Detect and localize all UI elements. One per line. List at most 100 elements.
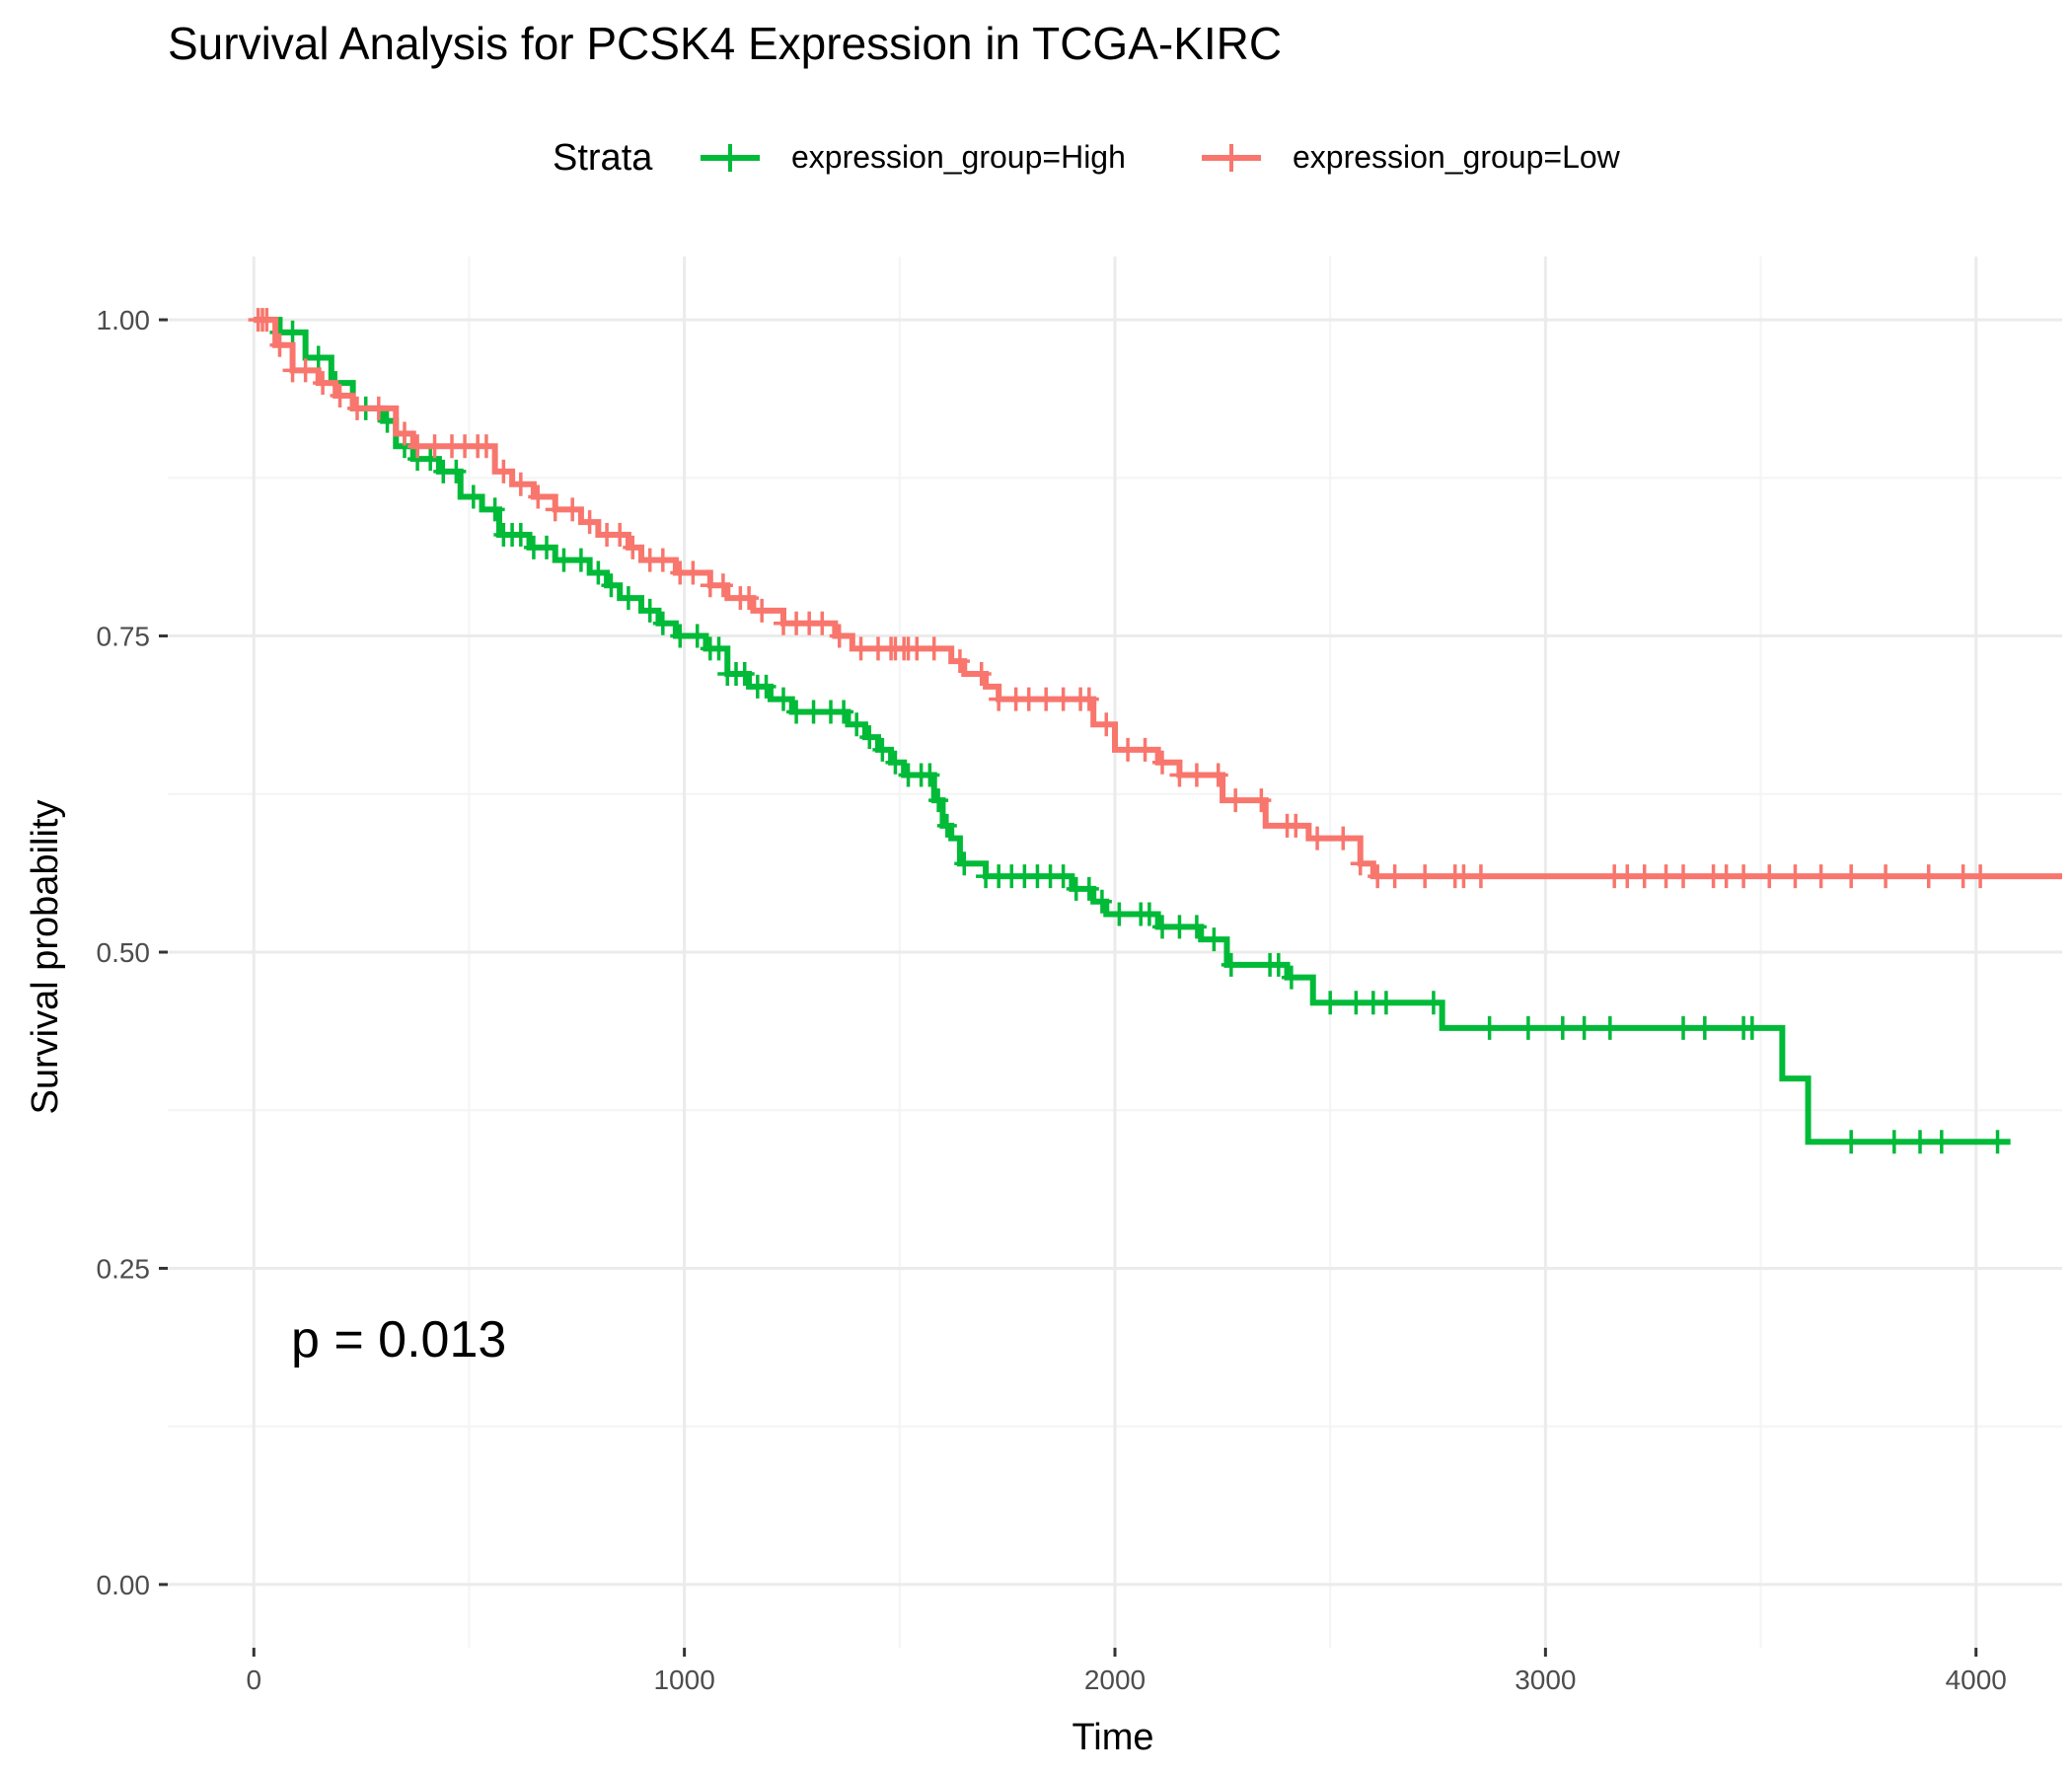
censor-mark: [1470, 864, 1491, 889]
censor-mark: [1204, 927, 1224, 952]
y-tick-label: 0.00: [97, 1570, 151, 1600]
censor-mark: [1599, 1015, 1620, 1040]
censor-mark: [1225, 788, 1246, 813]
censor-mark: [1350, 851, 1370, 876]
censor-mark: [1716, 864, 1737, 889]
x-tick-label: 2000: [1084, 1665, 1146, 1695]
censor-mark: [1634, 864, 1655, 889]
censor-mark: [683, 560, 703, 585]
censor-mark: [936, 813, 957, 838]
censor-mark: [907, 636, 927, 661]
censor-mark: [579, 510, 600, 535]
censor-mark: [1673, 1015, 1693, 1040]
censor-mark: [1036, 687, 1057, 711]
censor-mark: [954, 851, 975, 876]
y-tick-label: 0.75: [97, 622, 151, 652]
censor-mark: [1918, 864, 1939, 889]
censor-mark: [308, 345, 329, 370]
censor-mark: [1552, 1015, 1573, 1040]
censor-mark: [1307, 826, 1328, 851]
y-tick-label: 1.00: [97, 305, 151, 335]
censor-mark: [885, 750, 906, 775]
censor-mark: [1186, 915, 1207, 939]
censor-mark: [1734, 864, 1754, 889]
legend-key-high: [701, 144, 760, 172]
legend-key-low: [1202, 144, 1261, 172]
censor-mark: [1096, 712, 1117, 737]
series-low: [248, 308, 2062, 889]
censor-mark: [1078, 687, 1099, 711]
censor-mark: [1617, 864, 1638, 889]
censor-mark: [347, 396, 367, 420]
censor-mark: [812, 611, 833, 635]
censor-mark: [588, 560, 609, 585]
censor-mark: [872, 737, 893, 762]
censor-mark: [652, 611, 673, 635]
censor-mark: [510, 523, 531, 547]
y-axis-title: Survival probability: [25, 800, 66, 1115]
survival-curve: [254, 317, 2062, 880]
censor-mark: [859, 725, 880, 750]
censor-mark: [1186, 763, 1207, 787]
censor-mark: [1785, 864, 1806, 889]
censor-mark: [949, 649, 970, 674]
censor-mark: [1673, 864, 1693, 889]
censor-mark: [1656, 864, 1676, 889]
y-axis: 0.00 0.25 0.50 0.75 1.00: [97, 305, 168, 1600]
censor-mark: [484, 497, 505, 522]
censor-mark: [756, 674, 777, 699]
grid: [168, 257, 2062, 1648]
chart-title: Survival Analysis for PCSK4 Expression i…: [168, 18, 1282, 69]
censor-mark: [562, 497, 583, 522]
censor-mark: [1884, 1130, 1904, 1154]
censor-mark: [1368, 864, 1388, 889]
censor-mark: [493, 459, 514, 483]
censor-mark: [1574, 1015, 1594, 1040]
censor-mark: [1221, 952, 1241, 977]
censor-mark: [1811, 864, 1831, 889]
censor-mark: [708, 636, 729, 661]
legend-label-low: expression_group=Low: [1293, 139, 1621, 175]
censor-mark: [463, 484, 483, 509]
censor-mark: [1346, 991, 1367, 1015]
censor-mark: [786, 700, 807, 724]
censor-mark: [739, 586, 760, 611]
censor-mark: [639, 598, 660, 623]
censor-mark: [295, 358, 316, 383]
censor-mark: [1375, 991, 1396, 1015]
censor-mark: [971, 662, 992, 686]
censor-mark: [1109, 902, 1130, 926]
censor-mark: [601, 573, 622, 598]
censor-mark: [476, 434, 496, 459]
censor-mark: [1118, 737, 1139, 762]
censor-mark: [1970, 864, 1991, 889]
censor-mark: [851, 636, 871, 661]
censor-mark: [424, 434, 445, 459]
censor-mark: [847, 712, 867, 737]
x-tick-label: 3000: [1515, 1665, 1576, 1695]
survival-curve: [254, 317, 2011, 1146]
censor-mark: [1333, 826, 1354, 851]
p-value-annotation: p = 0.013: [291, 1311, 506, 1369]
censor-mark: [528, 484, 549, 509]
censor-mark: [803, 700, 824, 724]
legend-label-high: expression_group=High: [791, 139, 1126, 175]
censor-mark: [269, 333, 290, 357]
censor-mark: [368, 396, 389, 420]
x-axis: 0 1000 2000 3000 4000: [246, 1648, 2007, 1695]
censor-mark: [712, 573, 733, 598]
y-tick-label: 0.25: [97, 1253, 151, 1284]
censor-mark: [395, 421, 414, 446]
censor-mark: [545, 497, 565, 522]
censor-mark: [1286, 813, 1306, 838]
censor-mark: [1931, 1130, 1952, 1154]
censor-mark: [1479, 1015, 1500, 1040]
censor-mark: [1078, 876, 1099, 901]
censor-mark: [618, 586, 638, 611]
censor-mark: [1152, 915, 1172, 939]
censor-mark: [420, 447, 441, 472]
censor-mark: [1208, 763, 1228, 787]
censor-mark: [554, 548, 574, 572]
censor-mark: [670, 624, 691, 648]
